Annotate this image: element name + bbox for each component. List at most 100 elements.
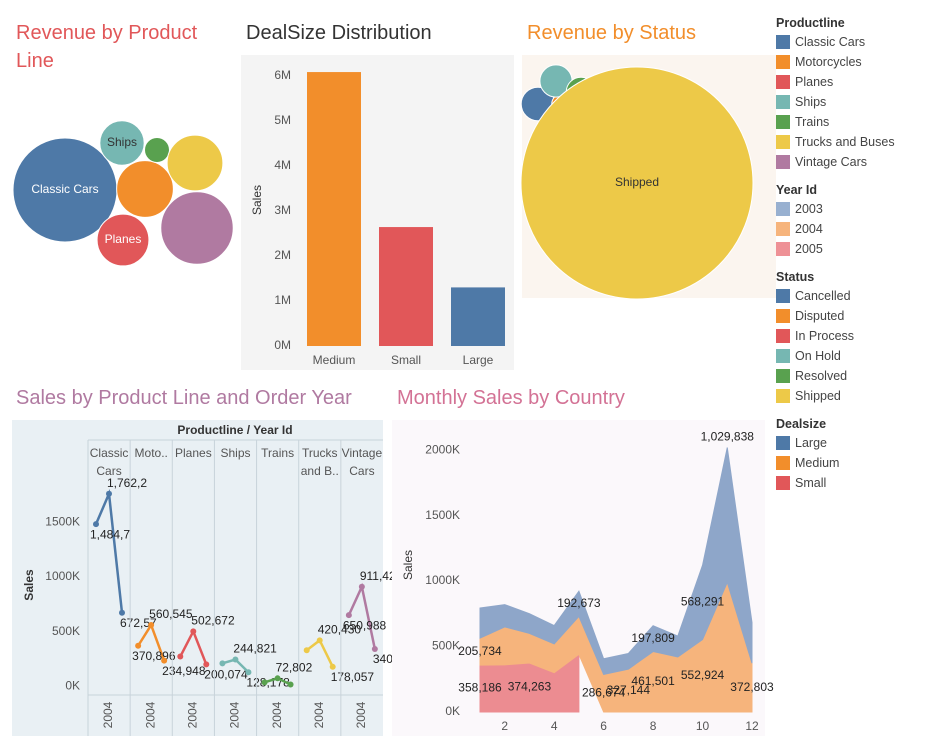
- bubble-label: Shipped: [615, 175, 659, 189]
- legend-item: Motorcycles: [776, 52, 895, 72]
- column-header: Classic Cars: [89, 446, 129, 478]
- legend-swatch: [776, 55, 790, 69]
- legend-label: Shipped: [795, 389, 841, 403]
- x-tick-label: 6: [600, 719, 607, 733]
- y-axis-label: Sales: [22, 569, 36, 601]
- value-label: 374,263: [508, 680, 552, 694]
- value-label: 672,57: [120, 616, 157, 630]
- legend-label: Disputed: [795, 309, 845, 323]
- legend-label: 2004: [795, 222, 823, 236]
- column-header: Vintage Cars: [341, 446, 383, 478]
- legend-swatch: [776, 349, 790, 363]
- y-tick-label: 500K: [52, 624, 80, 638]
- legend-swatch: [776, 329, 790, 343]
- value-label: 178,057: [331, 670, 375, 684]
- legend-swatch: [776, 289, 790, 303]
- legend-label: On Hold: [795, 349, 841, 363]
- legend-title: Productline: [776, 16, 845, 30]
- x-tick-label: 4: [551, 719, 558, 733]
- point: [161, 657, 168, 664]
- y-axis-label: Sales: [401, 550, 415, 580]
- title: Monthly Sales by Country: [397, 387, 625, 409]
- x-tick-label: 2004: [143, 701, 157, 728]
- value-label: 205,734: [458, 644, 502, 658]
- point: [177, 653, 184, 660]
- point: [245, 669, 252, 676]
- legend-swatch: [776, 476, 790, 490]
- point: [329, 663, 336, 670]
- value-label: 286,674: [582, 685, 626, 699]
- bubble-label: Planes: [105, 232, 142, 246]
- bar: [307, 72, 361, 347]
- x-tick-label: 2004: [312, 701, 326, 728]
- value-label: 1,029,838: [701, 430, 755, 444]
- legend-item: In Process: [776, 326, 854, 346]
- title: Sales by Product Line and Order Year: [16, 387, 352, 409]
- y-tick-label: 6M: [274, 68, 291, 82]
- y-axis-label: Sales: [250, 185, 264, 215]
- value-label: 192,673: [557, 596, 601, 610]
- column-header: Trucks and B..: [300, 446, 339, 478]
- legend-item: 2005: [776, 239, 823, 259]
- point: [148, 622, 155, 629]
- legend-item: Vintage Cars: [776, 152, 895, 172]
- x-tick-label: Large: [463, 353, 494, 367]
- bar: [451, 287, 505, 346]
- value-label: 560,545: [149, 607, 193, 621]
- bubble: [99, 120, 145, 166]
- value-label: 327,144: [607, 683, 651, 697]
- point: [316, 637, 323, 644]
- legend-label: In Process: [795, 329, 855, 343]
- y-tick-label: 1000K: [45, 569, 80, 583]
- column-header: Ships: [220, 446, 251, 460]
- value-label: 197,809: [631, 631, 675, 645]
- point: [106, 490, 112, 497]
- bubble: [520, 66, 754, 300]
- value-label: 552,924: [681, 668, 725, 682]
- bubble-label: Classic Cars: [31, 182, 98, 196]
- value-label: 370,896: [132, 649, 176, 663]
- title: DealSize Distribution: [246, 22, 432, 44]
- legend-swatch: [776, 389, 790, 403]
- value-label: 200,074: [204, 668, 248, 682]
- value-label: 1,762,2: [107, 476, 147, 490]
- panel: [12, 420, 383, 736]
- y-tick-label: 1500K: [45, 515, 80, 529]
- legend-swatch: [776, 155, 790, 169]
- legend-label: Trains: [795, 115, 830, 129]
- point: [274, 675, 281, 682]
- value-label: 372,803: [730, 680, 774, 694]
- x-tick-label: 2: [501, 719, 508, 733]
- legend-item: Trucks and Buses: [776, 132, 895, 152]
- legend-item: Large: [776, 433, 839, 453]
- legend-label: Medium: [795, 456, 840, 470]
- bubble: [116, 160, 174, 218]
- column-header: Moto..: [134, 446, 168, 460]
- y-tick-label: 5M: [274, 113, 291, 127]
- y-tick-label: 500K: [432, 639, 460, 653]
- legend-label: Resolved: [795, 369, 848, 383]
- x-tick-label: Small: [391, 353, 421, 367]
- y-tick-label: 1500K: [425, 508, 460, 522]
- bubble-label: Ships: [107, 135, 137, 149]
- legend-swatch: [776, 202, 790, 216]
- legend-swatch: [776, 222, 790, 236]
- x-tick-label: 8: [650, 719, 657, 733]
- legend-label: Small: [795, 476, 827, 490]
- y-tick-label: 0K: [65, 678, 80, 692]
- point: [371, 646, 378, 653]
- area: [479, 447, 753, 676]
- point: [190, 628, 197, 635]
- legend-item: On Hold: [776, 346, 854, 366]
- legend-label: Ships: [795, 95, 827, 109]
- legend-title: Year Id: [776, 183, 817, 197]
- legend-title: Dealsize: [776, 417, 827, 431]
- legend-label: Cancelled: [795, 289, 851, 303]
- point: [219, 660, 226, 667]
- legend-swatch: [776, 95, 790, 109]
- column-header: Trains: [261, 446, 295, 460]
- point: [93, 521, 99, 528]
- header: Productline / Year Id: [177, 423, 292, 437]
- point: [358, 583, 365, 590]
- value-label: 1,484,7: [90, 527, 130, 541]
